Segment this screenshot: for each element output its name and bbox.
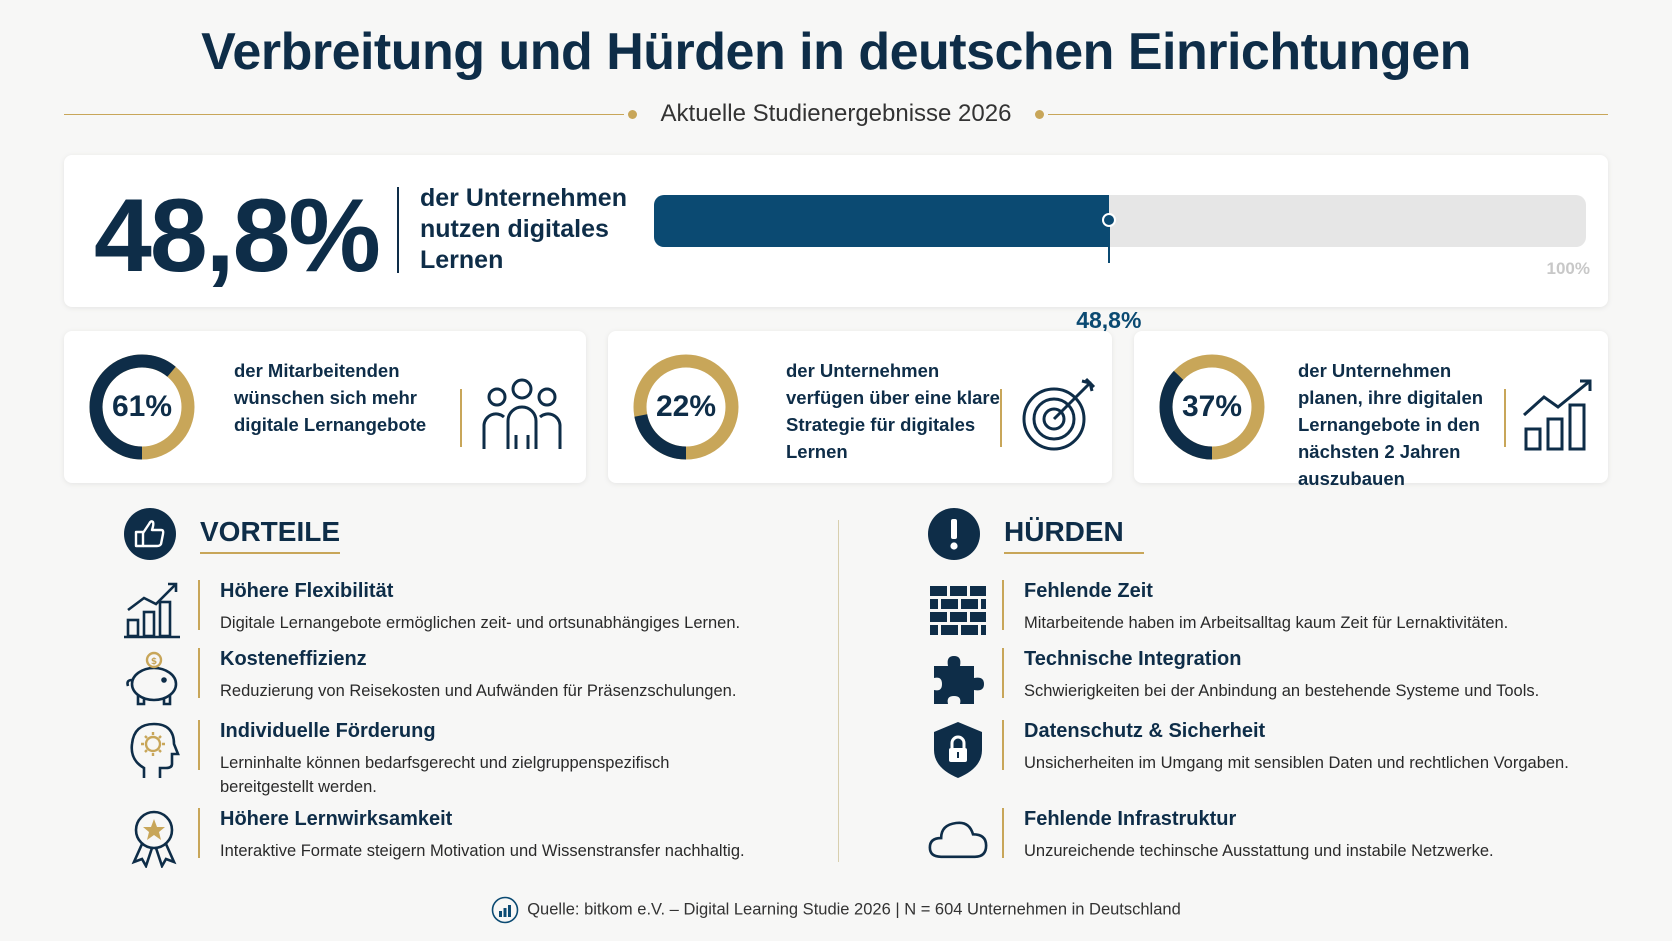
stat-text-2: der Unternehmen verfügen über eine klare… [786,360,1000,462]
shield-lock-icon [934,722,982,778]
donut-ring-2 [633,354,739,460]
donut-value-arc [1159,354,1265,460]
chart-circle-icon [491,896,519,924]
thumbs-up-icon [134,520,165,548]
subtitle-rule-left [64,114,624,115]
progress-max-label: 100% [1546,259,1590,278]
people-group-icon [482,378,562,449]
vorteile-badge [124,508,176,560]
subtitle-row: Aktuelle Studienergebnisse 2026 [64,100,1608,130]
stat-value-1: 61% [111,390,173,423]
page-title: Verbreitung und Hürden in deutschen Einr… [201,23,1471,81]
hero-card: 48,8% der Unternehmen nutzen digitales L… [64,155,1608,333]
huerde-text: Unzureichende techinsche Ausstattung und… [1024,842,1494,860]
huerde-text: Mitarbeitende haben im Arbeitsalltag kau… [1024,614,1509,632]
vorteil-text: Reduzierung von Reisekosten und Aufwände… [220,682,737,700]
huerden-underline [1004,552,1144,554]
head-gear-icon [130,722,180,778]
cloud-icon [928,821,988,859]
growth-chart-icon [1522,379,1592,451]
huerde-text: Unsicherheiten im Umgang mit sensiblen D… [1024,754,1569,772]
stat-card-1: 61% der Mitarbeitenden wünschen sich meh… [64,331,586,483]
hero-separator [397,187,399,273]
brick-wall-icon [930,586,986,635]
vorteil-title: Individuelle Förderung [220,720,436,742]
vorteil-title: Kosteneffizienz [220,648,367,670]
progress-marker [1101,213,1116,227]
item-accent-bar [1002,648,1004,698]
target-icon [1022,377,1096,451]
item-accent-bar [1002,580,1004,630]
huerde-title: Fehlende Zeit [1024,580,1153,602]
source-text: Quelle: bitkom e.V. – Digital Learning S… [527,900,1181,919]
progress-track: 48,8% [654,195,1586,333]
progress-marker-label: 48,8% [1076,307,1142,333]
subtitle-dot-left [628,110,637,119]
item-accent-bar [198,808,200,858]
stat-text-3: der Unternehmen planen, ihre digitalen L… [1298,360,1484,489]
huerden-badge [928,508,980,560]
donut-ring-3 [1159,354,1265,460]
stat-divider-1 [460,389,462,447]
stat-text-1: der Mitarbeitenden wünschen sich mehr di… [234,360,427,435]
donut-value-arc [89,354,195,460]
huerde-title: Technische Integration [1024,648,1242,670]
svg-text:$: $ [151,657,157,667]
vorteil-text: Interaktive Formate steigern Motivation … [220,842,745,860]
vorteil-text: Digitale Lernangebote ermöglichen zeit- … [220,614,741,632]
vorteile-underline [200,552,340,554]
huerde-title: Fehlende Infrastruktur [1024,808,1237,830]
column-divider [838,520,839,862]
bar-chart-icon [124,582,180,639]
vorteil-title: Höhere Lernwirksamkeit [220,808,453,830]
vorteile-heading: VORTEILE [200,516,341,547]
donut-value-arc [633,354,739,460]
progress-marker-stem [1107,225,1110,263]
subtitle-rule-right [1048,114,1608,115]
huerden-heading: HÜRDEN [1004,516,1124,547]
stat-card-2: 22% der Unternehmen verfügen über eine k… [608,331,1112,483]
item-accent-bar [198,720,200,770]
item-accent-bar [1002,808,1004,858]
stat-value-3: 37% [1181,390,1243,423]
puzzle-icon [934,656,984,704]
huerde-title: Datenschutz & Sicherheit [1024,720,1266,742]
page-subtitle: Aktuelle Studienergebnisse 2026 [660,100,1012,127]
stat-divider-3 [1504,389,1506,447]
item-accent-bar [198,580,200,630]
huerde-text: Schwierigkeiten bei der Anbindung an bes… [1024,682,1540,700]
donut-ring-1 [89,354,195,460]
piggy-bank-icon: $ [126,651,178,706]
hero-description: der Unternehmen nutzen digitales Lernen [420,184,627,274]
item-accent-bar [198,648,200,698]
source-footer: Quelle: bitkom e.V. – Digital Learning S… [0,896,1672,924]
stat-value-2: 22% [655,390,717,423]
subtitle-dot-right [1035,110,1044,119]
hero-value: 48,8% [94,178,381,294]
vorteil-text: Lerninhalte können bedarfsgerecht und zi… [220,754,670,796]
award-icon [131,810,177,868]
stat-card-3: 37% der Unternehmen planen, ihre digital… [1134,331,1608,489]
item-accent-bar [1002,720,1004,770]
progress-fill [654,195,1109,247]
stat-divider-2 [1000,389,1002,447]
vorteil-title: Höhere Flexibilität [220,580,394,602]
exclamation-icon [950,519,958,550]
